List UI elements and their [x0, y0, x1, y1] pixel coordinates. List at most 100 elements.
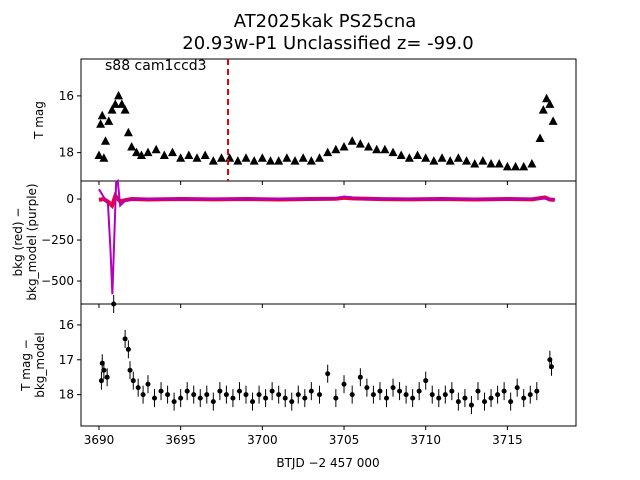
- panel-top-frame: [80, 58, 577, 182]
- resid-point: [377, 388, 383, 394]
- lc-point: [413, 150, 423, 159]
- lc-point: [97, 110, 107, 120]
- lc-point: [233, 156, 243, 165]
- lc-point: [388, 147, 398, 157]
- resid-point: [191, 392, 197, 398]
- lc-point: [494, 158, 504, 168]
- lc-point: [114, 90, 124, 100]
- resid-point: [436, 395, 442, 401]
- panel-bottom-frame: [80, 303, 577, 427]
- resid-point: [333, 395, 339, 401]
- x-tick-label: 3690: [84, 433, 115, 447]
- resid-point: [289, 399, 295, 405]
- ylabel-line: bkg (red) −: [11, 208, 25, 277]
- resid-point: [390, 385, 396, 391]
- resid-point: [302, 395, 308, 401]
- y-tick-label: 18: [59, 388, 74, 402]
- sector-annotation: s88 cam1ccd3: [105, 58, 207, 74]
- resid-point: [468, 402, 474, 408]
- resid-point: [364, 385, 370, 391]
- resid-point: [416, 388, 422, 394]
- lc-point: [437, 153, 447, 162]
- resid-point: [197, 395, 203, 401]
- resid-point: [130, 378, 136, 384]
- resid-point: [317, 392, 323, 398]
- lc-point: [347, 136, 357, 145]
- bkg-model-series-line: [98, 178, 555, 295]
- resid-point: [482, 399, 488, 405]
- resid-point: [534, 388, 540, 394]
- lc-point: [462, 156, 472, 165]
- lc-point: [527, 158, 537, 168]
- lc-point: [538, 105, 548, 114]
- lc-point: [380, 144, 390, 154]
- resid-point: [127, 367, 133, 373]
- lc-point: [241, 153, 251, 162]
- resid-point: [282, 395, 288, 401]
- ylabel-line: bkg_model (purple): [25, 183, 39, 300]
- resid-point: [125, 346, 131, 352]
- resid-point: [178, 395, 184, 401]
- lc-point: [123, 127, 133, 137]
- panel-middle-marks: [98, 178, 555, 295]
- y-tick-label: 17: [59, 353, 74, 367]
- lc-point: [110, 99, 120, 108]
- lc-point: [143, 147, 153, 157]
- y-tick-label: −250: [41, 233, 74, 247]
- lc-point: [282, 153, 292, 162]
- resid-point: [403, 392, 409, 398]
- resid-point: [349, 392, 355, 398]
- resid-point: [256, 392, 262, 398]
- resid-point: [263, 395, 269, 401]
- lc-point: [429, 156, 439, 165]
- bottom-ylabel: T mag −bkg_model: [19, 332, 47, 398]
- resid-point: [475, 388, 481, 394]
- lc-point: [404, 153, 414, 162]
- lc-point: [167, 147, 177, 157]
- resid-point: [122, 336, 128, 342]
- resid-point: [462, 395, 468, 401]
- x-tick-label: 3710: [410, 433, 441, 447]
- resid-point: [495, 392, 501, 398]
- resid-point: [135, 385, 141, 391]
- axes-ticks: 16 18 0 −250 −500 16 17 18 3690 3695 3700 3705 3710 3…: [41, 89, 523, 447]
- bkg-series-line: [98, 191, 555, 210]
- lc-point: [225, 153, 235, 162]
- resid-point: [158, 388, 164, 394]
- panel-top-marks: [94, 59, 558, 181]
- lc-point: [486, 158, 496, 168]
- resid-point: [449, 388, 455, 394]
- lc-point: [331, 144, 341, 154]
- y-tick-label: 16: [59, 318, 74, 332]
- lc-point: [132, 147, 142, 157]
- resid-point: [204, 392, 210, 398]
- resid-point: [98, 378, 104, 384]
- panel-bottom-marks: [98, 295, 554, 415]
- y-tick-label: 0: [66, 192, 74, 206]
- resid-point: [508, 399, 514, 405]
- lc-point: [519, 161, 529, 171]
- resid-point: [527, 392, 533, 398]
- resid-point: [423, 378, 429, 384]
- lc-point: [249, 156, 259, 165]
- resid-point: [341, 381, 347, 387]
- resid-point: [397, 388, 403, 394]
- resid-point: [217, 388, 223, 394]
- lc-point: [99, 153, 109, 162]
- lc-point: [104, 116, 114, 125]
- resid-point: [223, 392, 229, 398]
- lc-point: [315, 153, 325, 162]
- resid-point: [442, 392, 448, 398]
- lc-point: [298, 153, 308, 162]
- lc-point: [274, 156, 284, 165]
- lc-point: [257, 153, 267, 162]
- resid-point: [111, 301, 117, 307]
- resid-point: [325, 371, 331, 377]
- lc-point: [208, 156, 218, 165]
- lc-point: [548, 116, 558, 125]
- y-tick-label: 16: [59, 89, 74, 103]
- lc-point: [200, 150, 210, 159]
- lc-point: [339, 141, 349, 151]
- y-tick-label: −500: [41, 274, 74, 288]
- title-line1: AT2025kak PS25cna: [234, 11, 417, 32]
